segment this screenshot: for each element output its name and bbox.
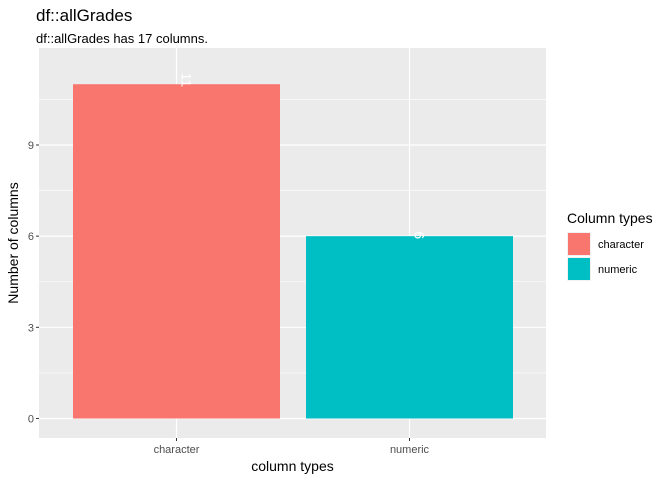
legend-key-character (568, 233, 590, 255)
legend: Column types character numeric (567, 210, 653, 281)
y-tick-label: 3 (28, 322, 34, 334)
legend-title: Column types (567, 210, 653, 226)
y-tick-label: 0 (28, 414, 34, 426)
bar-numeric (306, 236, 513, 419)
x-axis: character numeric (154, 438, 430, 456)
legend-entries: character numeric (567, 232, 644, 281)
bar-character (73, 84, 280, 419)
bar-data-labels: 11 6 (179, 73, 428, 240)
legend-label: character (598, 239, 644, 251)
bar-data-label: 11 (179, 73, 195, 88)
y-axis: 0 3 6 9 (28, 140, 39, 426)
legend-key-numeric (568, 258, 590, 280)
bar-data-label: 6 (412, 231, 428, 239)
x-tick-label: character (154, 444, 200, 456)
bars (73, 84, 513, 419)
y-tick-label: 6 (28, 231, 34, 243)
y-axis-title: Number of columns (5, 182, 21, 303)
x-tick-label: numeric (390, 444, 430, 456)
y-tick-label: 9 (28, 140, 34, 152)
x-axis-title: column types (251, 458, 333, 474)
legend-label: numeric (598, 264, 638, 276)
chart-subtitle: df::allGrades has 17 columns. (36, 31, 208, 46)
chart-title: df::allGrades (36, 6, 132, 25)
